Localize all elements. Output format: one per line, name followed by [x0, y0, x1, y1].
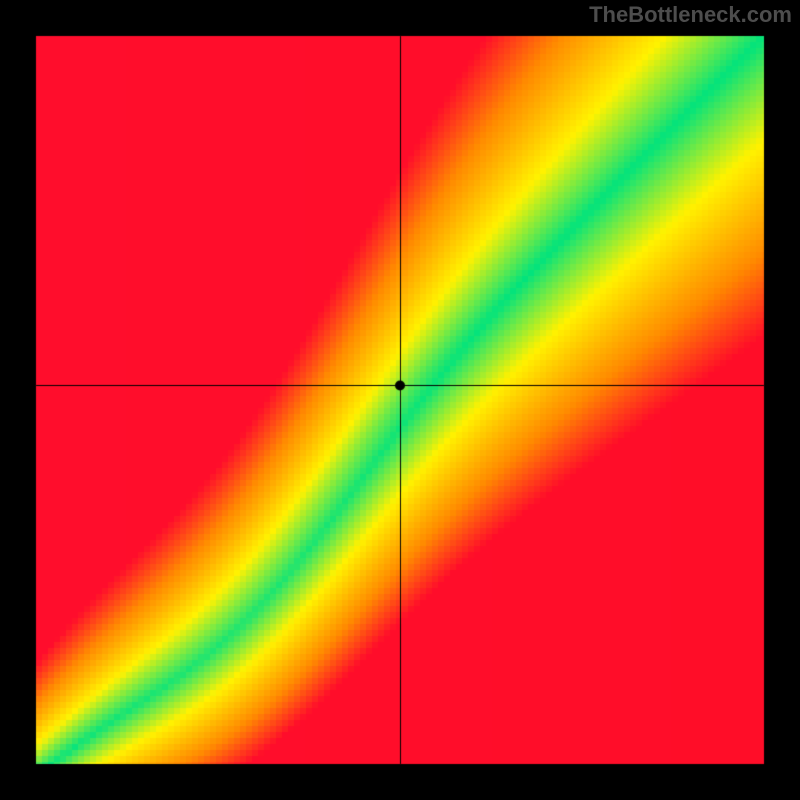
- chart-container: TheBottleneck.com: [0, 0, 800, 800]
- bottleneck-heatmap: [0, 0, 800, 800]
- watermark-text: TheBottleneck.com: [589, 2, 792, 28]
